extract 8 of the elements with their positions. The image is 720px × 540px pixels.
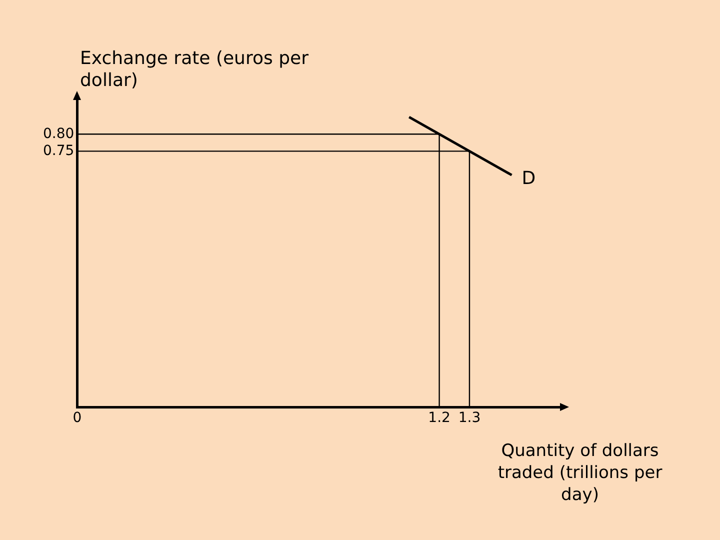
- x-axis-title: Quantity of dollars traded (trillions per day): [496, 440, 664, 506]
- y-tick-label: 0.75: [43, 142, 74, 159]
- x-tick-label: 1.3: [458, 410, 481, 426]
- y-axis-title: Exchange rate (euros per dollar): [80, 48, 310, 92]
- series-label: D: [522, 168, 536, 189]
- y-tick-label: 0.80: [43, 126, 74, 142]
- x-tick-label: 0: [72, 410, 82, 426]
- x-tick-label: 1.2: [428, 410, 450, 426]
